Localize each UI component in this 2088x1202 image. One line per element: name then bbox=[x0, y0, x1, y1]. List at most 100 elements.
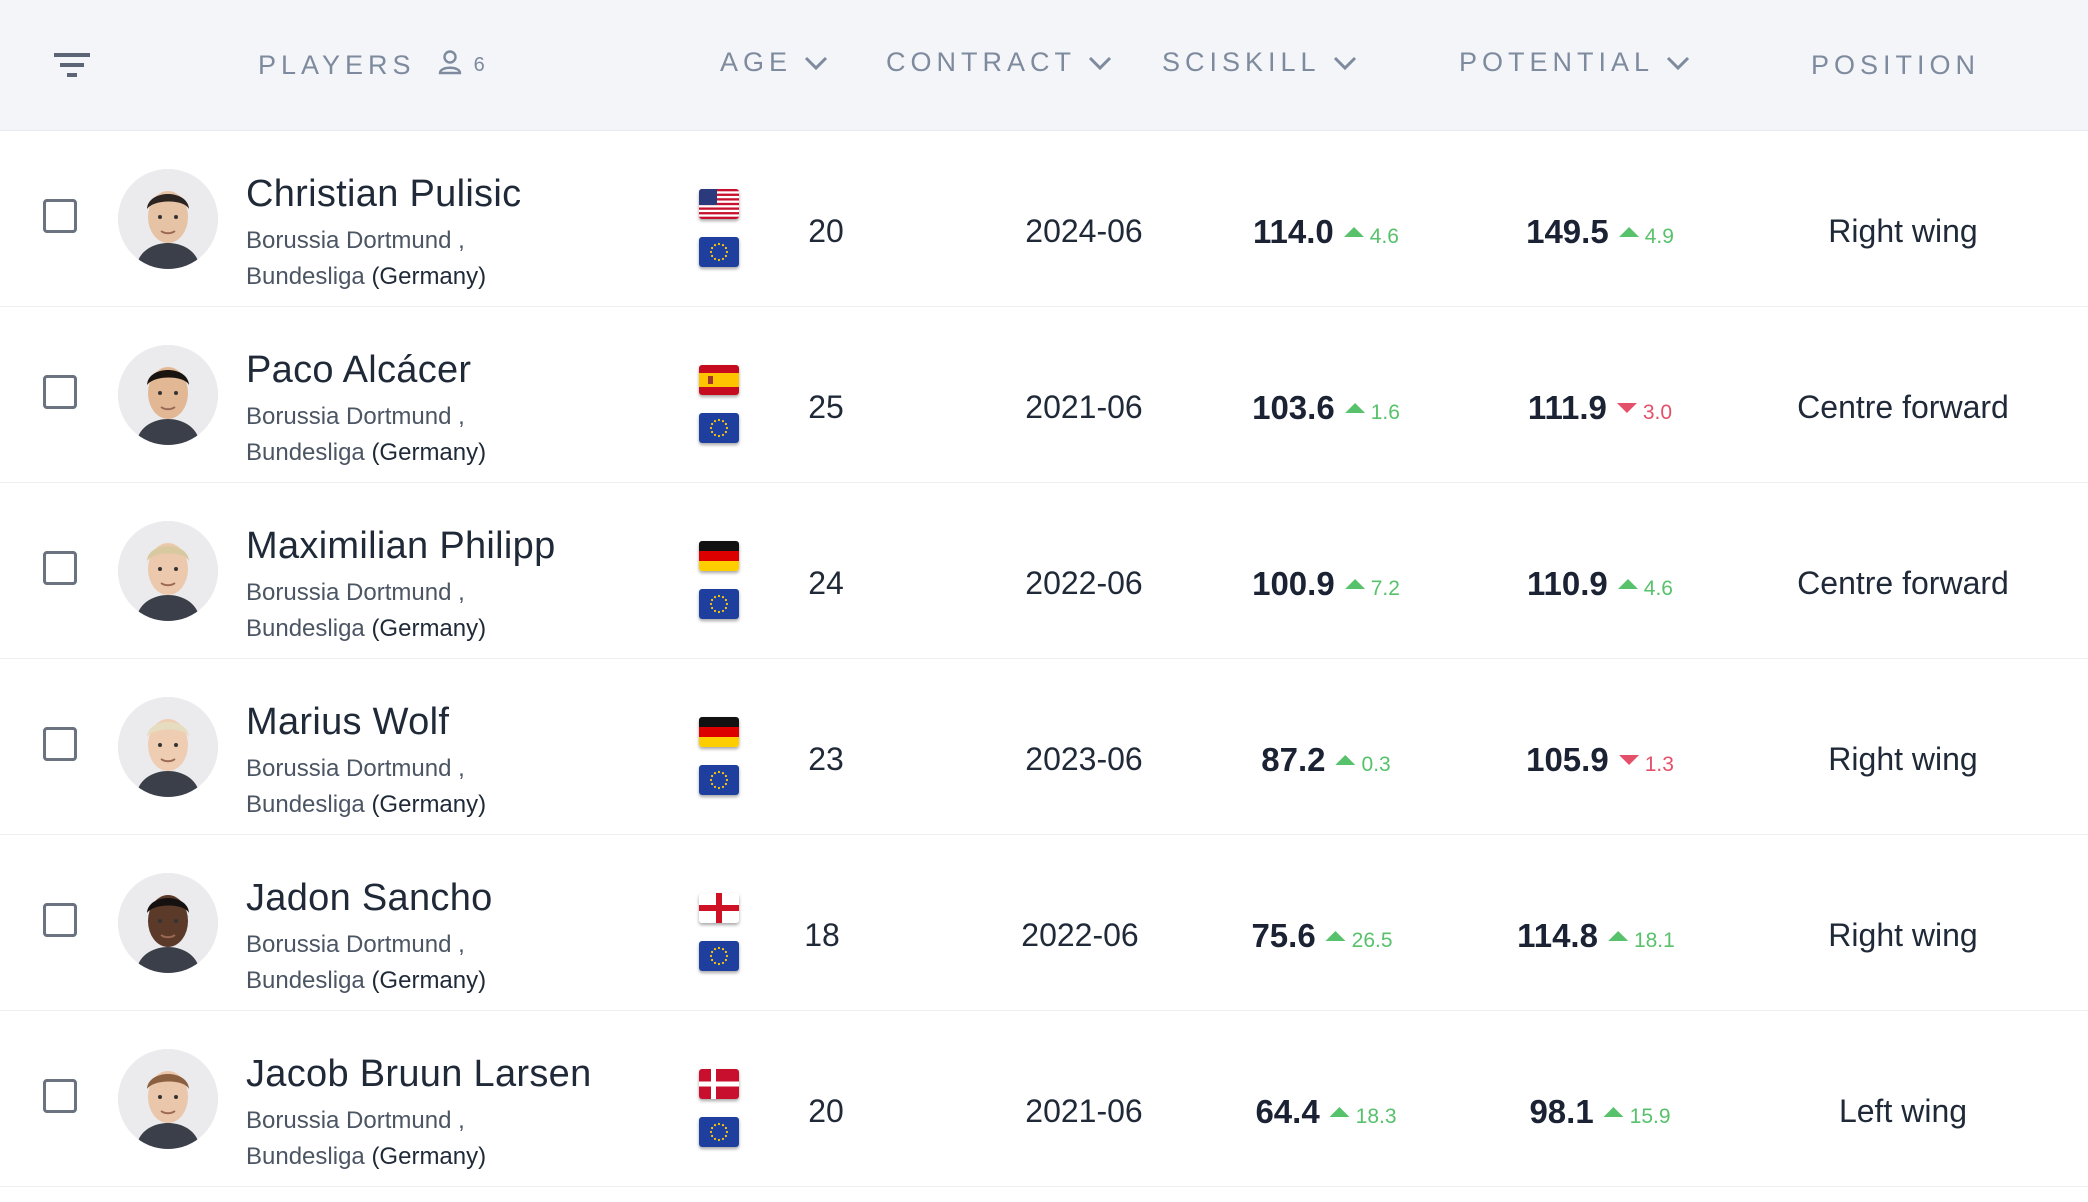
potential-delta: 4.9 bbox=[1644, 225, 1674, 248]
player-age: 25 bbox=[808, 389, 844, 425]
arrow-up-icon bbox=[1344, 576, 1365, 594]
player-contract: 2021-06 bbox=[1025, 389, 1143, 425]
potential-delta: 4.6 bbox=[1643, 577, 1673, 600]
spain-flag-icon bbox=[699, 365, 739, 395]
potential-value: 105.9 1.3 bbox=[1526, 741, 1674, 779]
player-row[interactable]: Marius Wolf Borussia Dortmund , Bundesli… bbox=[0, 659, 2088, 835]
contract-sort-header[interactable]: CONTRACT bbox=[886, 0, 1112, 128]
potential-value: 111.9 3.0 bbox=[1528, 389, 1672, 427]
player-league: Bundesliga (Germany) bbox=[246, 611, 486, 647]
row-checkbox[interactable] bbox=[43, 727, 77, 761]
arrow-up-icon bbox=[1603, 1104, 1624, 1122]
contract-header-label: CONTRACT bbox=[886, 47, 1076, 77]
arrow-up-icon bbox=[1607, 928, 1628, 946]
sciskill-score: 103.6 bbox=[1252, 389, 1335, 426]
chevron-down-icon bbox=[1333, 47, 1357, 78]
club-name: Borussia Dortmund , bbox=[246, 931, 465, 958]
sciskill-delta: 0.3 bbox=[1361, 753, 1391, 776]
eu-flag-icon bbox=[699, 413, 739, 443]
player-name[interactable]: Jacob Bruun Larsen bbox=[246, 1053, 592, 1095]
potential-score: 111.9 bbox=[1527, 389, 1607, 426]
player-position: Right wing bbox=[1828, 213, 1978, 249]
england-flag-icon bbox=[699, 893, 739, 923]
sciskill-header-label: SCISKILL bbox=[1162, 47, 1321, 77]
player-league: Bundesliga (Germany) bbox=[246, 963, 486, 999]
player-league: Bundesliga (Germany) bbox=[246, 1139, 486, 1175]
sciskill-value: 100.9 7.2 bbox=[1252, 565, 1400, 603]
league-name: Bundesliga bbox=[246, 791, 365, 818]
potential-score: 105.9 bbox=[1526, 741, 1609, 778]
player-contract: 2023-06 bbox=[1025, 741, 1143, 777]
player-name[interactable]: Jadon Sancho bbox=[246, 877, 493, 919]
potential-sort-header[interactable]: POTENTIAL bbox=[1459, 0, 1690, 128]
player-avatar bbox=[118, 521, 218, 621]
player-position: Right wing bbox=[1828, 741, 1978, 777]
players-column-header: PLAYERS 6 bbox=[258, 0, 486, 131]
club-name: Borussia Dortmund , bbox=[246, 403, 465, 430]
potential-score: 114.8 bbox=[1517, 917, 1598, 954]
row-checkbox[interactable] bbox=[43, 199, 77, 233]
league-country: (Germany) bbox=[371, 791, 487, 818]
league-name: Bundesliga bbox=[246, 615, 365, 642]
player-age: 24 bbox=[808, 565, 844, 601]
chevron-down-icon bbox=[1088, 47, 1112, 78]
age-sort-header[interactable]: AGE bbox=[720, 0, 828, 128]
arrow-up-icon bbox=[1325, 928, 1346, 946]
arrow-up-icon bbox=[1343, 224, 1364, 242]
arrow-up-icon bbox=[1329, 1104, 1350, 1122]
player-avatar bbox=[118, 345, 218, 445]
player-avatar bbox=[118, 697, 218, 797]
players-header-label: PLAYERS bbox=[258, 50, 416, 80]
player-name[interactable]: Christian Pulisic bbox=[246, 173, 522, 215]
player-name[interactable]: Maximilian Philipp bbox=[246, 525, 556, 567]
usa-flag-icon bbox=[699, 189, 739, 219]
age-header-label: AGE bbox=[720, 47, 793, 77]
sciskill-value: 64.4 18.3 bbox=[1255, 1093, 1396, 1131]
arrow-up-icon bbox=[1617, 576, 1638, 594]
club-name: Borussia Dortmund , bbox=[246, 755, 465, 782]
eu-flag-icon bbox=[699, 941, 739, 971]
player-age: 23 bbox=[808, 741, 844, 777]
table-header: PLAYERS 6 AGE CONTRACT SCISKILL POTENTIA… bbox=[0, 0, 2088, 131]
league-country: (Germany) bbox=[371, 1143, 487, 1170]
player-name[interactable]: Paco Alcácer bbox=[246, 349, 472, 391]
eu-flag-icon bbox=[699, 1117, 739, 1147]
potential-score: 98.1 bbox=[1529, 1093, 1594, 1130]
person-icon bbox=[438, 49, 462, 82]
sciskill-score: 87.2 bbox=[1261, 741, 1326, 778]
eu-flag-icon bbox=[699, 589, 739, 619]
sciskill-sort-header[interactable]: SCISKILL bbox=[1162, 0, 1357, 128]
player-row[interactable]: Jacob Bruun Larsen Borussia Dortmund , B… bbox=[0, 1011, 2088, 1187]
league-name: Bundesliga bbox=[246, 967, 365, 994]
position-column-header: POSITION bbox=[1811, 0, 1980, 131]
sciskill-delta: 26.5 bbox=[1351, 929, 1393, 952]
arrow-down-icon bbox=[1618, 752, 1639, 770]
player-row[interactable]: Maximilian Philipp Borussia Dortmund , B… bbox=[0, 483, 2088, 659]
league-name: Bundesliga bbox=[246, 263, 365, 290]
row-checkbox[interactable] bbox=[43, 1079, 77, 1113]
sciskill-score: 75.6 bbox=[1251, 917, 1316, 954]
eu-flag-icon bbox=[699, 237, 739, 267]
player-club: Borussia Dortmund , bbox=[246, 927, 465, 963]
club-name: Borussia Dortmund , bbox=[246, 579, 465, 606]
player-contract: 2021-06 bbox=[1025, 1093, 1143, 1129]
row-checkbox[interactable] bbox=[43, 551, 77, 585]
player-name[interactable]: Marius Wolf bbox=[246, 701, 450, 743]
sciskill-score: 114.0 bbox=[1253, 213, 1334, 250]
player-row[interactable]: Paco Alcácer Borussia Dortmund , Bundesl… bbox=[0, 307, 2088, 483]
potential-value: 98.1 15.9 bbox=[1529, 1093, 1670, 1131]
player-club: Borussia Dortmund , bbox=[246, 575, 465, 611]
row-checkbox[interactable] bbox=[43, 375, 77, 409]
player-avatar bbox=[118, 1049, 218, 1149]
player-row[interactable]: Jadon Sancho Borussia Dortmund , Bundesl… bbox=[0, 835, 2088, 1011]
club-name: Borussia Dortmund , bbox=[246, 227, 465, 254]
player-row[interactable]: Christian Pulisic Borussia Dortmund , Bu… bbox=[0, 131, 2088, 307]
sciskill-delta: 18.3 bbox=[1355, 1105, 1397, 1128]
player-contract: 2022-06 bbox=[1021, 917, 1139, 953]
chevron-down-icon bbox=[1666, 47, 1690, 78]
filter-icon[interactable] bbox=[52, 48, 96, 82]
potential-score: 149.5 bbox=[1526, 213, 1609, 250]
potential-delta: 15.9 bbox=[1629, 1105, 1671, 1128]
league-country: (Germany) bbox=[371, 263, 487, 290]
row-checkbox[interactable] bbox=[43, 903, 77, 937]
